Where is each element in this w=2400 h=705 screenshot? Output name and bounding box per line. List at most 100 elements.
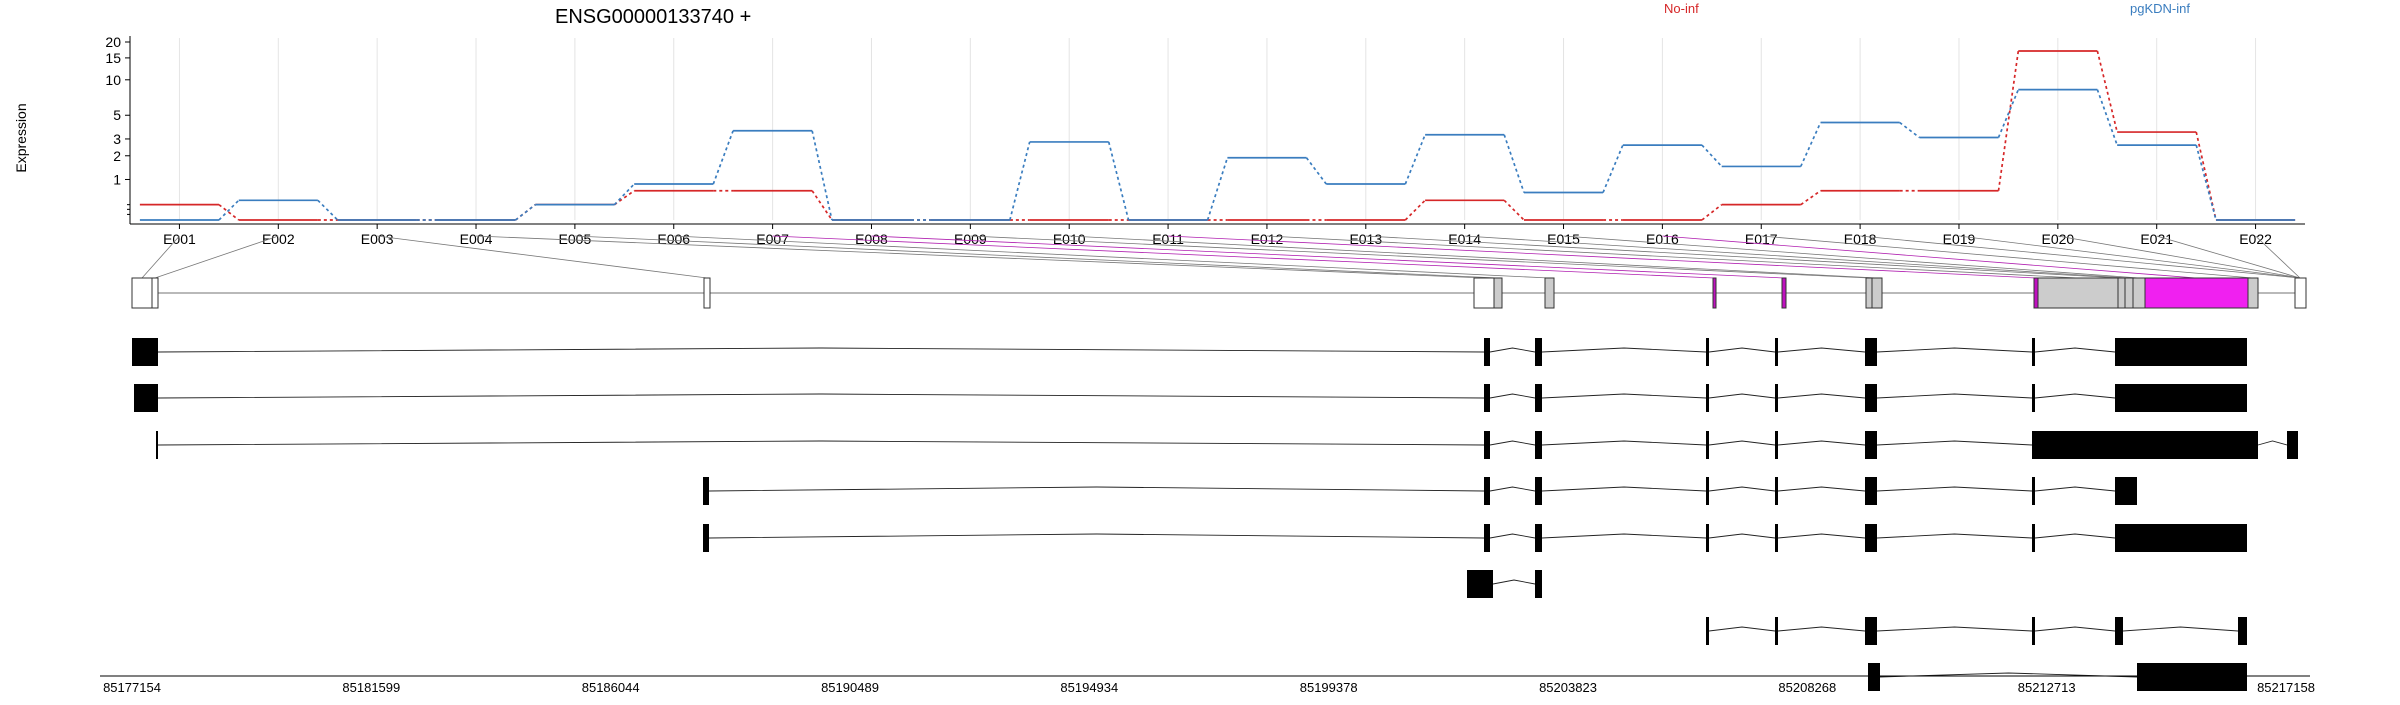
transcript-1-intron-2 — [1489, 347, 1536, 353]
y-tick-label-15: 15 — [105, 50, 121, 66]
transcript-5-intron-3 — [1541, 533, 1707, 539]
series-pgkdn-inf-connector-15 — [1602, 144, 1624, 193]
series-lines — [139, 50, 2296, 221]
exon-model-track — [131, 277, 2307, 309]
transcript-4-exon-4 — [1706, 477, 1709, 505]
transcript-2-exon-8 — [2115, 384, 2247, 412]
transcript-1-exon-6 — [1865, 338, 1877, 366]
legend-no-inf: No-inf — [1664, 1, 1699, 16]
connector-e022 — [2255, 235, 2301, 279]
series-pgkdn-inf-connector-9 — [1009, 141, 1031, 221]
exon-box-11 — [2033, 277, 2039, 309]
series-pgkdn-inf-connector-6 — [712, 130, 734, 185]
transcript-5-exon-5 — [1775, 524, 1778, 552]
genomic-tick-label-10: 85217158 — [2257, 680, 2315, 695]
series-pgkdn-inf-connector-2 — [317, 199, 339, 221]
connector-e019 — [1958, 235, 2301, 279]
x-tick-label-e008: E008 — [855, 231, 888, 247]
transcript-5-exon-3 — [1535, 524, 1542, 552]
series-pgkdn-inf-connector-5 — [613, 183, 635, 206]
transcript-2-intron-7 — [2034, 393, 2116, 399]
x-tick-label-e016: E016 — [1646, 231, 1679, 247]
transcript-7-intron-5 — [2122, 626, 2239, 632]
transcript-3-intron-2 — [1489, 440, 1536, 446]
series-pgkdn-inf-connector-12 — [1305, 157, 1327, 185]
transcript-7-exon-1 — [1706, 617, 1709, 645]
transcript-2-exon-1 — [134, 384, 158, 412]
transcript-1-exon-1 — [132, 338, 158, 366]
exon-connectors — [141, 235, 2301, 279]
transcript-1-exon-3 — [1535, 338, 1542, 366]
transcript-2-exon-7 — [2032, 384, 2035, 412]
exon-box-14 — [2124, 277, 2134, 309]
connector-e018 — [1860, 235, 2301, 279]
transcript-5-exon-6 — [1865, 524, 1877, 552]
x-tick-label-e009: E009 — [954, 231, 987, 247]
series-pgkdn-inf-connector-1 — [218, 199, 240, 221]
transcript-7-intron-2 — [1777, 626, 1866, 632]
transcript-7-exon-2 — [1775, 617, 1778, 645]
transcript-5-exon-7 — [2032, 524, 2035, 552]
connector-e005 — [574, 235, 1499, 279]
transcript-3-exon-5 — [1775, 431, 1778, 459]
transcript-2-intron-3 — [1541, 393, 1707, 399]
x-axis: E001 E002 E003 E004 E005 E006 E007 E008 E009 E010… — [130, 223, 2305, 247]
transcript-4-intron-2 — [1489, 486, 1536, 492]
genomic-tick-label-9: 85212713 — [2018, 680, 2076, 695]
y-tick-label-10: 10 — [105, 72, 121, 88]
transcript-2-intron-2 — [1489, 393, 1536, 399]
connector-e016 — [1662, 235, 2197, 279]
connector-e010 — [1069, 235, 1878, 279]
transcript-7-intron-4 — [2034, 626, 2116, 632]
y-tick-label-20: 20 — [105, 34, 121, 50]
y-tick-label-2: 2 — [113, 148, 121, 164]
chart-title: ENSG00000133740 + — [555, 6, 751, 28]
series-no-inf-connector-14 — [1503, 199, 1525, 221]
x-tick-label-e020: E020 — [2041, 231, 2074, 247]
series-no-inf-connector-17 — [1800, 190, 1822, 206]
connector-e003 — [377, 235, 708, 279]
x-tick-label-e007: E007 — [756, 231, 789, 247]
connector-e014 — [1464, 235, 2130, 279]
transcript-8-exon-1 — [1868, 663, 1880, 691]
connector-e004 — [476, 235, 1485, 279]
x-tick-label-e006: E006 — [657, 231, 690, 247]
transcript-1-intron-7 — [2034, 347, 2116, 353]
transcript-4-intron-4 — [1708, 486, 1776, 492]
transcript-2-intron-4 — [1708, 393, 1776, 399]
transcript-6-exon-2 — [1535, 570, 1542, 598]
transcript-7-intron-3 — [1876, 626, 2033, 632]
exon-box-10 — [1871, 277, 1883, 309]
exon-box-18 — [2294, 277, 2307, 309]
transcript-3-exon-8 — [2287, 431, 2298, 459]
transcript-8-exon-2 — [2137, 663, 2247, 691]
exon-box-16 — [2144, 277, 2249, 309]
transcript-3-exon-4 — [1706, 431, 1709, 459]
series-no-inf-connector-7 — [811, 190, 833, 221]
transcript-2-exon-2 — [1484, 384, 1490, 412]
connector-e012 — [1266, 235, 2079, 279]
exon-box-06 — [1544, 277, 1555, 309]
transcript-4-intron-6 — [1876, 486, 2033, 492]
transcript-4-exon-1 — [703, 477, 709, 505]
series-pgkdn-inf-connector-21 — [2195, 144, 2217, 221]
series-no-inf-connector-5 — [613, 190, 635, 206]
genomic-tick-label-4: 85190489 — [821, 680, 879, 695]
connector-e013 — [1365, 235, 2122, 279]
transcript-3-intron-4 — [1708, 440, 1776, 446]
transcript-7-exon-3 — [1865, 617, 1877, 645]
series-no-inf-connector-21 — [2195, 131, 2217, 221]
connector-e009 — [970, 235, 1870, 279]
transcript-3-intron-3 — [1541, 440, 1707, 446]
connector-e021 — [2156, 235, 2301, 279]
exon-box-17 — [2247, 277, 2259, 309]
transcript-3-exon-6 — [1865, 431, 1877, 459]
transcript-7-exon-5 — [2115, 617, 2123, 645]
transcript-1-intron-5 — [1777, 347, 1866, 353]
transcript-5-intron-7 — [2034, 533, 2116, 539]
series-no-inf-connector-16 — [1701, 203, 1723, 221]
transcript-2-intron-5 — [1777, 393, 1866, 399]
transcript-4-exon-6 — [1865, 477, 1877, 505]
